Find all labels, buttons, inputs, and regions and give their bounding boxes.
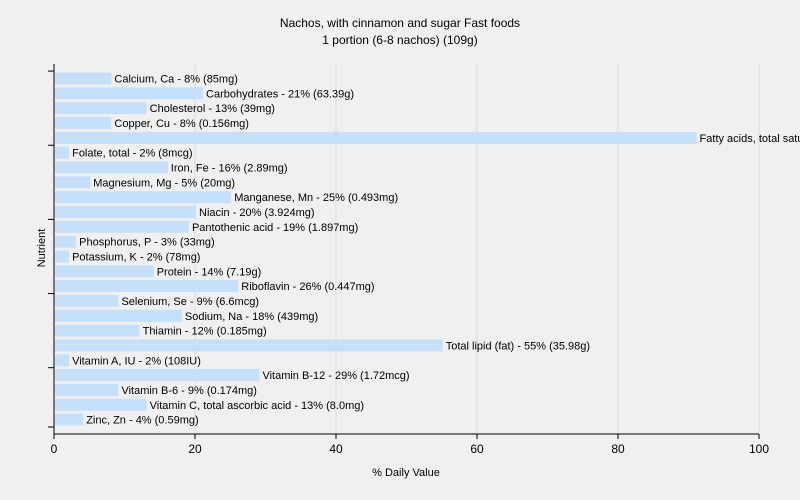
- bar-label: Vitamin B-6 - 9% (0.174mg): [121, 385, 257, 397]
- bar: [55, 87, 204, 100]
- bar: [55, 339, 443, 352]
- bar-label: Zinc, Zn - 4% (0.59mg): [86, 415, 198, 427]
- bar: [55, 220, 189, 233]
- x-tick-label: 40: [329, 442, 343, 456]
- y-axis-label: Nutrient: [36, 229, 48, 268]
- bar: [55, 265, 154, 278]
- bar-label: Copper, Cu - 8% (0.156mg): [114, 118, 249, 130]
- bar: [55, 413, 84, 426]
- bar-label: Phosphorus, P - 3% (33mg): [79, 237, 215, 249]
- bar: [55, 72, 112, 85]
- bar: [55, 116, 112, 129]
- bar-label: Riboflavin - 26% (0.447mg): [241, 281, 374, 293]
- bar-label: Vitamin B-12 - 29% (1.72mcg): [262, 370, 409, 382]
- x-tick-label: 80: [611, 442, 625, 456]
- bar-label: Niacin - 20% (3.924mg): [199, 207, 315, 219]
- bar: [55, 383, 119, 396]
- x-axis-label: % Daily Value: [372, 467, 440, 479]
- bar-label: Fatty acids, total saturated - 91% (18.2…: [700, 133, 800, 145]
- x-tick-label: 20: [188, 442, 202, 456]
- bar: [55, 324, 140, 337]
- bar-label: Total lipid (fat) - 55% (35.98g): [446, 340, 590, 352]
- bar: [55, 309, 182, 322]
- bar: [55, 161, 168, 174]
- bar: [55, 176, 91, 189]
- bar: [55, 102, 147, 115]
- chart-subtitle: 1 portion (6-8 nachos) (109g): [322, 33, 477, 47]
- bar-label: Manganese, Mn - 25% (0.493mg): [234, 192, 398, 204]
- bar-label: Magnesium, Mg - 5% (20mg): [93, 177, 235, 189]
- x-tick-label: 100: [749, 442, 769, 456]
- bar: [55, 205, 196, 218]
- x-tick-label: 0: [51, 442, 58, 456]
- bar: [55, 250, 70, 263]
- bar: [55, 191, 232, 204]
- bar-label: Calcium, Ca - 8% (85mg): [114, 74, 237, 86]
- bar-label: Vitamin A, IU - 2% (108IU): [72, 355, 201, 367]
- bar-label: Selenium, Se - 9% (6.6mcg): [121, 296, 259, 308]
- bar: [55, 235, 77, 248]
- bar-label: Vitamin C, total ascorbic acid - 13% (8.…: [150, 400, 364, 412]
- x-tick-label: 60: [470, 442, 484, 456]
- chart-title: Nachos, with cinnamon and sugar Fast foo…: [280, 16, 520, 30]
- bar-label: Pantothenic acid - 19% (1.897mg): [192, 222, 358, 234]
- bar: [55, 398, 147, 411]
- axes: 0 20 40 60 80 100: [48, 64, 769, 456]
- bar: [55, 131, 697, 144]
- bar-label: Carbohydrates - 21% (63.39g): [206, 88, 354, 100]
- bar: [55, 294, 119, 307]
- bar-label: Cholesterol - 13% (39mg): [150, 103, 275, 115]
- bars: Calcium, Ca - 8% (85mg) Carbohydrates - 2…: [55, 72, 800, 427]
- bar-label: Thiamin - 12% (0.185mg): [143, 326, 267, 338]
- bar-label: Protein - 14% (7.19g): [157, 266, 262, 278]
- bar: [55, 369, 260, 382]
- bar: [55, 146, 70, 159]
- bar-label: Sodium, Na - 18% (439mg): [185, 311, 318, 323]
- bar: [55, 354, 70, 367]
- bar: [55, 280, 239, 293]
- bar-label: Folate, total - 2% (8mcg): [72, 148, 192, 160]
- bar-label: Potassium, K - 2% (78mg): [72, 251, 200, 263]
- bar-label: Iron, Fe - 16% (2.89mg): [171, 162, 288, 174]
